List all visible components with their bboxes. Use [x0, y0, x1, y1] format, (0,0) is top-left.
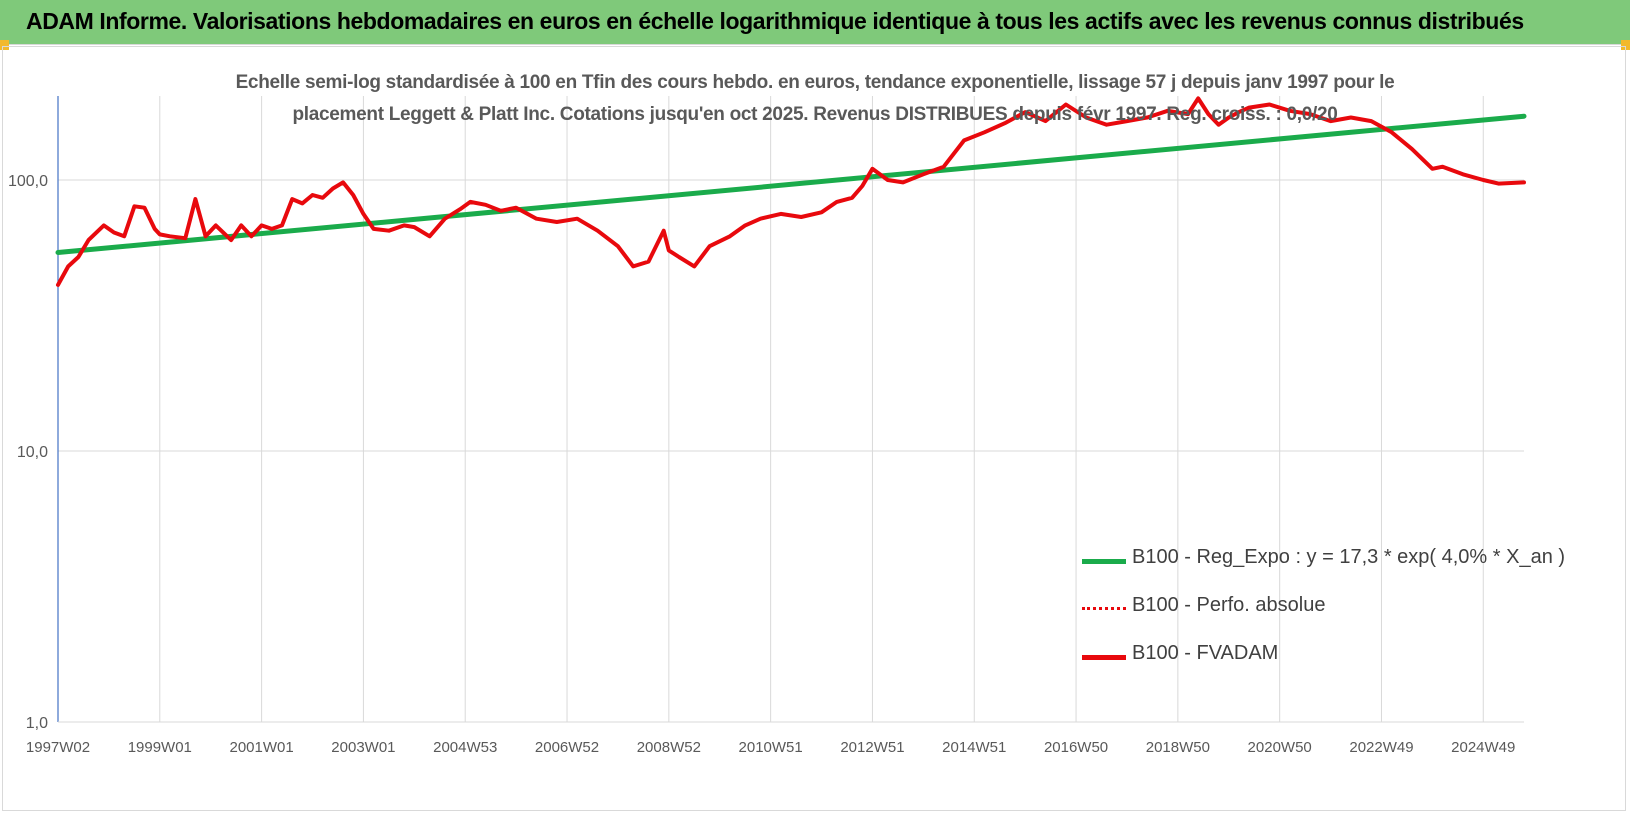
x-tick-label: 2014W51: [942, 739, 1006, 756]
x-tick-label: 2008W52: [637, 739, 701, 756]
legend-label-trend: B100 - Reg_Expo : y = 17,3 * exp( 4,0% *…: [1132, 546, 1566, 568]
corner-marker-left: [0, 40, 9, 50]
x-tick-label: 2016W50: [1044, 739, 1108, 756]
legend-swatch-perf: [1082, 607, 1126, 610]
legend-label-perf: B100 - Perfo. absolue: [1132, 594, 1326, 616]
banner-title: ADAM Informe. Valorisations hebdomadaire…: [26, 8, 1524, 34]
chart-area: [2, 46, 1626, 811]
x-tick-label: 2003W01: [331, 739, 395, 756]
y-tick-label: 10,0: [17, 444, 48, 461]
x-tick-label: 2004W53: [433, 739, 497, 756]
chart-title-line-2: placement Leggett & Platt Inc. Cotations…: [292, 104, 1338, 125]
legend-label-fvadam: B100 - FVADAM: [1132, 642, 1279, 664]
legend-swatch-trend: [1082, 559, 1126, 564]
x-tick-label: 2012W51: [840, 739, 904, 756]
chart-title-line-1: Echelle semi-log standardisée à 100 en T…: [235, 72, 1395, 93]
series-line-fvadam: [56, 96, 1526, 287]
x-tick-label: 2018W50: [1146, 739, 1210, 756]
x-tick-label: 2006W52: [535, 739, 599, 756]
x-tick-label: 2020W50: [1248, 739, 1312, 756]
y-tick-label: 100,0: [8, 173, 48, 190]
header-banner: ADAM Informe. Valorisations hebdomadaire…: [0, 0, 1630, 45]
legend-swatch-fvadam: [1082, 655, 1126, 660]
x-tick-label: 1999W01: [128, 739, 192, 756]
x-tick-label: 2022W49: [1349, 739, 1413, 756]
corner-marker-right: [1621, 40, 1630, 50]
x-tick-label: 1997W02: [26, 739, 90, 756]
x-tick-label: 2024W49: [1451, 739, 1515, 756]
y-tick-label: 1,0: [26, 715, 48, 732]
x-tick-label: 2001W01: [230, 739, 294, 756]
series-line-trend: [55, 113, 1527, 255]
x-tick-label: 2010W51: [739, 739, 803, 756]
